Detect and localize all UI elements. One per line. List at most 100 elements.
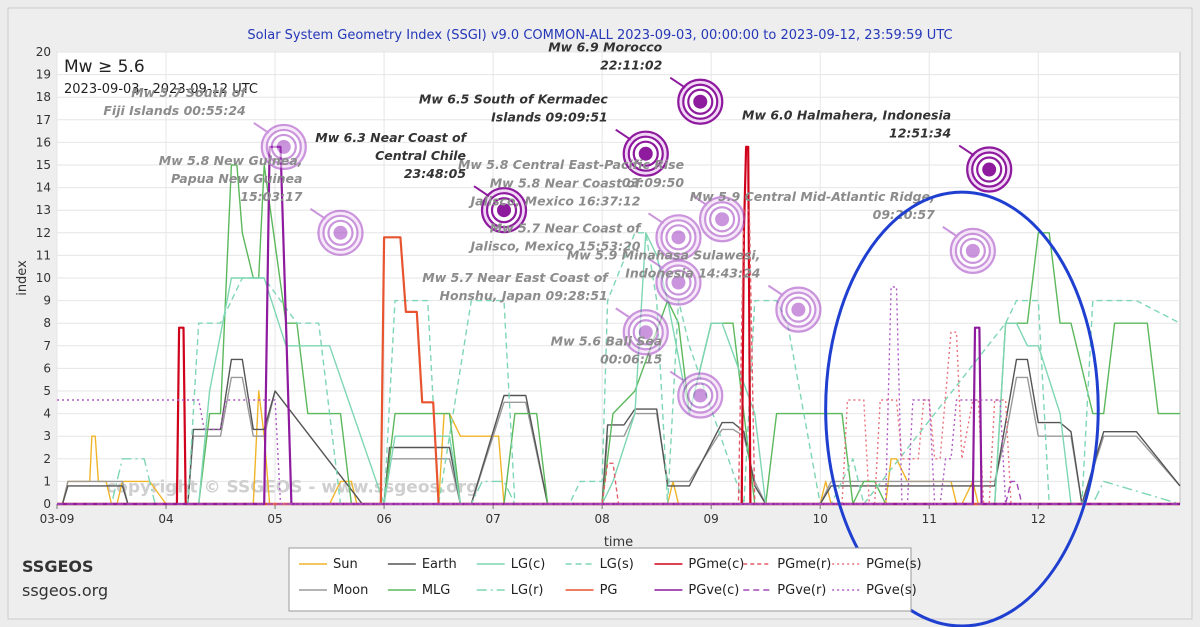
event-marker	[253, 122, 307, 171]
event-leader	[958, 144, 975, 157]
event-leader	[615, 128, 632, 141]
event-label: Jalisco, Mexico 15:53:20	[467, 239, 640, 254]
brand-name: SSGEOS	[22, 557, 94, 576]
y-tick-label: 15	[36, 158, 51, 172]
y-tick-label: 2	[43, 452, 51, 466]
highlight-ellipse	[824, 190, 1100, 627]
event-core	[982, 162, 997, 177]
event-label: 22:11:02	[600, 58, 662, 73]
event-marker	[615, 128, 669, 177]
event-label: Mw 5.8 Central East-Pacific Rise	[458, 157, 684, 172]
event-core	[497, 203, 512, 218]
event-marker	[647, 212, 702, 261]
event-label: Mw 6.9 Morocco	[548, 40, 662, 55]
event-marker	[942, 226, 996, 274]
event-core	[791, 302, 806, 317]
y-tick-label: 17	[36, 113, 51, 127]
chart-title: Solar System Geometry Index (SSGI) v9.0 …	[247, 28, 952, 43]
event-label: Honshu, Japan 09:28:51	[440, 288, 608, 303]
legend-label: LG(r)	[511, 583, 544, 598]
series-line-pgve-r-	[57, 480, 1180, 505]
y-tick-label: 9	[43, 294, 51, 308]
event-label: 23:48:05	[404, 166, 466, 181]
x-tick-label: 08	[595, 512, 610, 526]
event-label: Mw 5.7 South of	[131, 85, 247, 100]
event-leader	[942, 226, 959, 238]
x-tick-label: 12	[1031, 512, 1046, 526]
legend-label: Sun	[333, 557, 358, 572]
event-leader	[647, 212, 665, 225]
event-label: Mw 6.3 Near Coast of	[315, 130, 467, 145]
y-tick-label: 16	[36, 135, 51, 149]
x-axis-label: time	[604, 535, 633, 550]
event-marker	[958, 144, 1013, 193]
y-axis-label: index	[15, 260, 30, 296]
event-label: Islands 09:09:51	[491, 110, 608, 125]
event-marker	[669, 370, 724, 419]
series-line-pg	[57, 236, 1180, 506]
event-core	[638, 325, 653, 340]
event-leader	[615, 307, 632, 320]
x-tick-label: 06	[376, 512, 391, 526]
event-marker	[691, 194, 746, 243]
event-marker	[309, 207, 364, 256]
event-marker	[615, 307, 669, 356]
event-leader	[691, 194, 708, 207]
y-tick-label: 6	[43, 361, 51, 375]
y-tick-label: 14	[36, 181, 51, 195]
x-tick-label: 04	[158, 512, 173, 526]
y-tick-label: 5	[43, 384, 51, 398]
event-label: Mw 5.7 Near Coast of	[490, 221, 642, 236]
event-marker	[767, 284, 822, 333]
event-label: 00:06:15	[600, 352, 662, 367]
legend-label: Earth	[422, 557, 457, 572]
legend-label: PG	[600, 583, 618, 598]
event-leader	[669, 370, 686, 383]
x-tick-label: 11	[922, 512, 937, 526]
y-tick-label: 3	[43, 429, 51, 443]
event-core	[671, 230, 686, 245]
event-label: 12:51:34	[889, 126, 951, 141]
event-core	[693, 94, 708, 109]
y-tick-label: 4	[43, 407, 51, 421]
x-tick-label: 09	[704, 512, 719, 526]
legend-label: PGme(r)	[777, 557, 831, 572]
y-tick-label: 8	[43, 316, 51, 330]
y-tick-label: 13	[36, 203, 51, 217]
event-label: Jalisco, Mexico 16:37:12	[467, 193, 640, 208]
event-label: Mw 6.5 South of Kermadec	[419, 92, 608, 107]
y-tick-label: 1	[43, 474, 51, 488]
event-core	[638, 146, 653, 161]
legend-label: LG(s)	[600, 557, 634, 572]
legend-label: MLG	[422, 583, 451, 598]
legend-label: PGve(c)	[688, 583, 739, 598]
event-label: Indonesia 14:43:24	[625, 266, 760, 281]
inset-subtitle: 2023-09-03 - 2023-09-12 UTC	[64, 82, 258, 97]
legend-label: PGme(s)	[866, 557, 922, 572]
series-line-lg-s-	[57, 232, 1181, 505]
legend-box	[288, 547, 912, 612]
event-leader	[309, 207, 327, 220]
x-tick-label: 03-09	[40, 512, 75, 526]
event-label: Mw 5.9 Central Mid-Atlantic Ridge,	[690, 189, 935, 204]
legend-label: PGve(s)	[866, 583, 917, 598]
event-label: Mw 5.9 Minahasa Sulawesi,	[567, 248, 761, 263]
x-tick-label: 07	[485, 512, 500, 526]
y-tick-label: 10	[36, 271, 51, 285]
event-core	[715, 212, 730, 227]
event-label: Papua New Guinea	[171, 171, 303, 186]
y-tick-label: 19	[36, 68, 51, 82]
event-core	[276, 139, 291, 154]
y-tick-label: 7	[43, 339, 51, 353]
legend-label: LG(c)	[511, 557, 546, 572]
event-core	[693, 388, 708, 403]
event-core	[671, 275, 686, 290]
event-leader	[669, 76, 686, 89]
y-tick-label: 0	[43, 497, 51, 511]
event-leader	[253, 122, 270, 134]
event-label: Mw 5.6 Bali Sea	[551, 334, 663, 349]
event-label: Mw 6.0 Halmahera, Indonesia	[742, 108, 951, 123]
inset-title: Mw ≥ 5.6	[64, 57, 145, 77]
brand-site: ssgeos.org	[22, 581, 109, 600]
